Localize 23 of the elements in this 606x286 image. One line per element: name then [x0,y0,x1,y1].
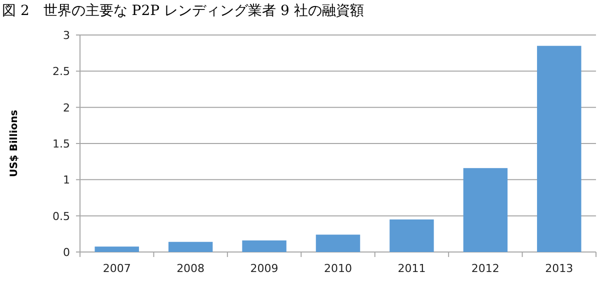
chart-title: 図 2 世界の主要な P2P レンディング業者 9 社の融資額 [2,3,364,19]
x-tick-label: 2010 [324,262,352,275]
bar [168,242,213,252]
y-tick-label: 2 [63,101,70,114]
x-tick-label: 2013 [545,262,574,275]
x-tick-label: 2008 [176,262,205,275]
bar [390,219,434,252]
y-tick-label: 3 [63,29,70,42]
bar [316,234,360,252]
y-tick-label: 0 [63,246,70,259]
bar [537,46,582,252]
x-tick-label: 2011 [398,262,426,275]
x-tick-label: 2009 [250,262,278,275]
y-tick-label: 2.5 [52,65,70,78]
bar [94,246,139,252]
y-tick-label: 1.5 [52,138,70,150]
bar [463,168,508,252]
y-axis-title: US$ Billions [9,110,20,178]
y-tick-label: 1 [63,174,70,187]
x-tick-label: 2012 [471,262,500,275]
x-tick-label: 2007 [102,262,131,275]
bar [242,240,286,252]
y-tick-label: 0.5 [52,210,70,223]
